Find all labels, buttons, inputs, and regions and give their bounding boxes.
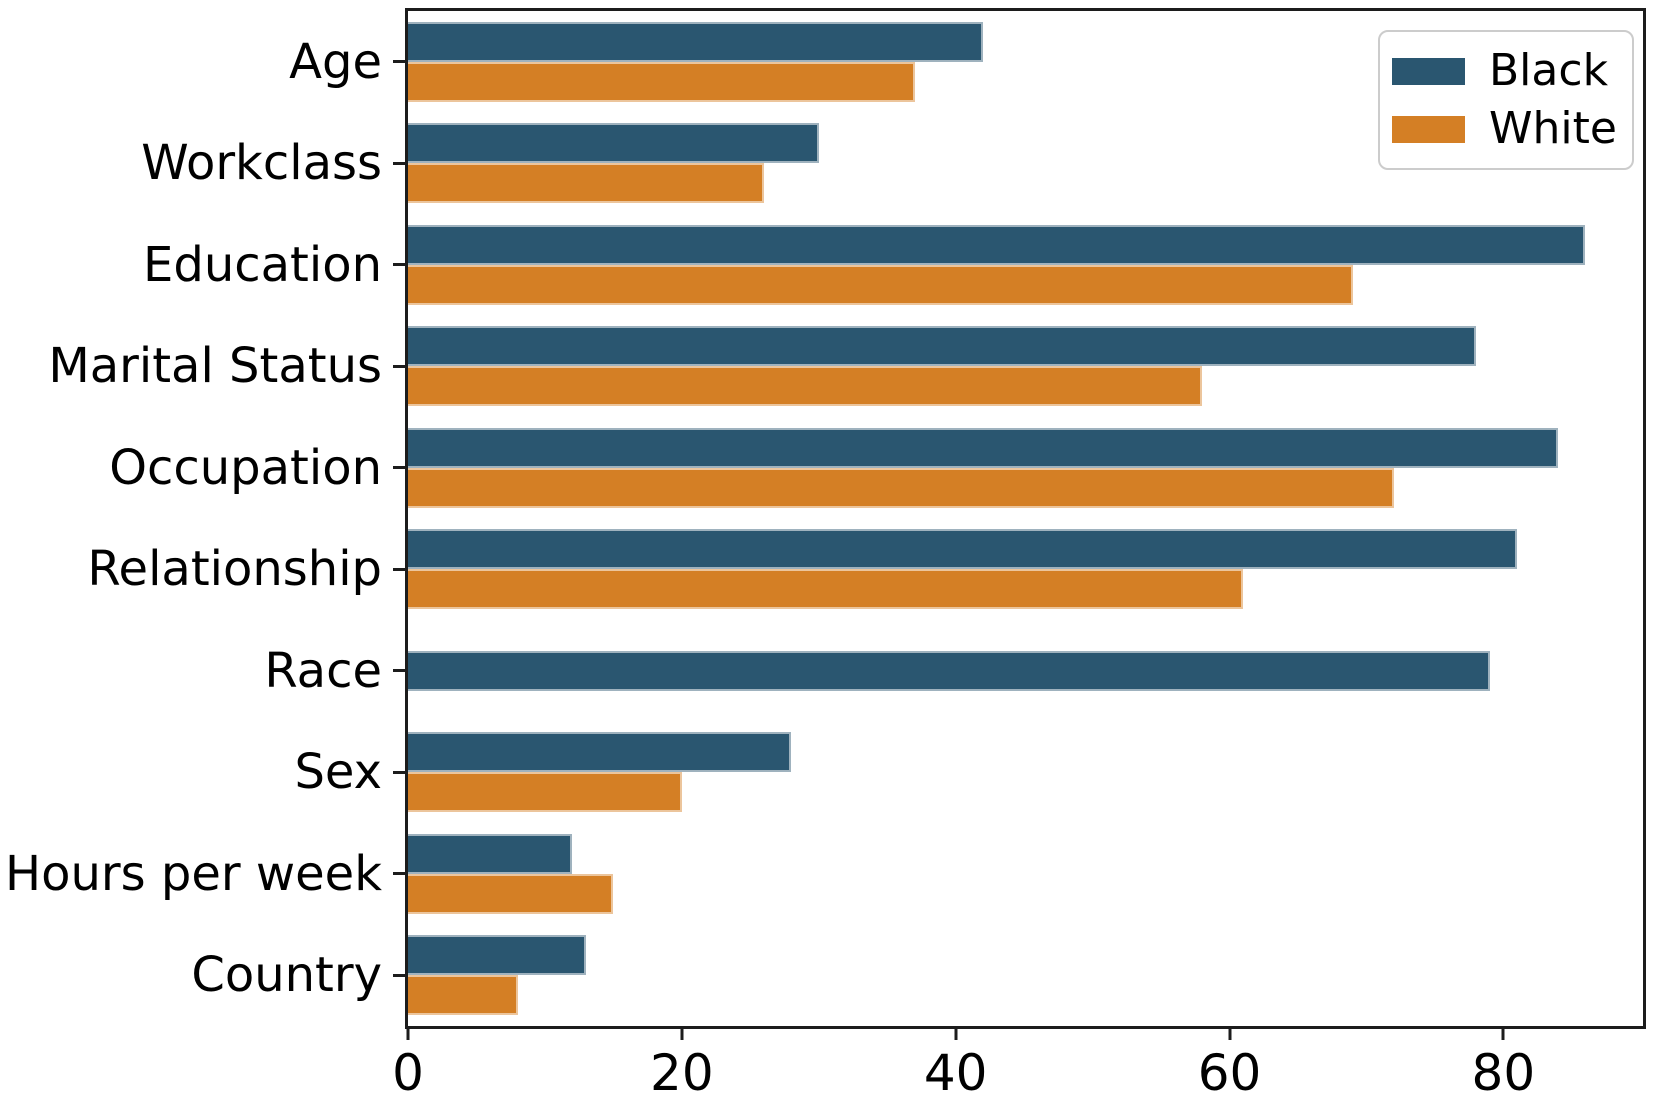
bar-group-country (408, 925, 1643, 1027)
y-axis-label-relationship: Relationship (87, 541, 382, 598)
y-label-row: Workclass (7, 113, 382, 215)
bar-black-education (408, 224, 1586, 265)
x-tick-mark (406, 1026, 410, 1040)
y-tick-mark (393, 364, 408, 368)
y-tick-mark (393, 872, 408, 876)
y-axis-labels: Age Workclass Education Marital Status Occup… (5, 11, 382, 1027)
y-axis-label-hours-per-week: Hours per week (5, 845, 382, 902)
y-label-row: Age (7, 11, 382, 113)
bar-group-education (408, 214, 1643, 316)
bar-white-occupation (408, 467, 1394, 508)
legend-swatch-white (1392, 115, 1465, 143)
y-tick-mark (393, 567, 408, 571)
y-axis-label-sex: Sex (294, 744, 382, 801)
bar-group-sex (408, 722, 1643, 824)
bar-black-race (408, 650, 1490, 691)
bar-group-marital-status (408, 316, 1643, 418)
y-label-row: Education (7, 214, 382, 316)
bar-white-marital-status (408, 366, 1203, 407)
legend-label-white: White (1489, 103, 1617, 154)
x-tick-label-40: 40 (923, 1044, 988, 1102)
y-label-row: Sex (7, 722, 382, 824)
bars-layer (408, 11, 1643, 1026)
bar-white-relationship (408, 569, 1244, 610)
y-tick-mark (393, 161, 408, 165)
y-tick-mark (393, 263, 408, 267)
bar-white-country (408, 975, 518, 1016)
x-tick-label-20: 20 (650, 1044, 714, 1102)
bar-black-occupation (408, 427, 1559, 468)
bar-white-hours-per-week (408, 873, 614, 914)
y-axis-label-occupation: Occupation (109, 439, 382, 496)
bar-white-age (408, 61, 915, 102)
bar-black-sex (408, 732, 792, 773)
legend-label-black: Black (1489, 45, 1609, 96)
bar-black-marital-status (408, 326, 1476, 367)
x-tick-label-0: 0 (392, 1044, 424, 1102)
x-tick-label-60: 60 (1197, 1044, 1262, 1102)
y-axis-label-marital-status: Marital Status (48, 338, 382, 395)
y-tick-mark (393, 973, 408, 977)
bar-black-age (408, 21, 984, 62)
x-tick-mark (680, 1026, 684, 1040)
y-label-row: Marital Status (7, 316, 382, 418)
y-axis-label-age: Age (289, 33, 382, 90)
bar-black-workclass (408, 123, 819, 164)
bar-black-country (408, 935, 586, 976)
y-axis-label-race: Race (264, 642, 382, 699)
bar-black-relationship (408, 529, 1518, 570)
y-label-row: Hours per week (5, 823, 382, 925)
bar-group-race (408, 620, 1643, 722)
y-label-row: Relationship (7, 519, 382, 621)
x-tick-mark (954, 1026, 958, 1040)
bar-group-occupation (408, 417, 1643, 519)
y-tick-mark (393, 60, 408, 64)
bar-group-relationship (408, 519, 1643, 621)
bar-white-workclass (408, 163, 764, 204)
x-tick-mark (1228, 1026, 1231, 1040)
y-label-row: Country (7, 925, 382, 1027)
y-tick-mark (393, 466, 408, 470)
y-axis-label-workclass: Workclass (141, 135, 382, 192)
y-axis-label-education: Education (143, 236, 382, 293)
bar-group-age (408, 11, 1643, 113)
bar-white-sex (408, 772, 682, 813)
legend-entry-white: White (1392, 103, 1617, 154)
bar-group-workclass (408, 113, 1643, 215)
x-tick-label-80: 80 (1471, 1044, 1536, 1102)
y-tick-mark (393, 770, 408, 774)
y-label-row: Occupation (7, 417, 382, 519)
legend-entry-black: Black (1392, 46, 1614, 96)
legend-swatch-black (1392, 57, 1465, 85)
bar-black-hours-per-week (408, 833, 573, 874)
y-label-row: Race (7, 620, 382, 722)
x-axis: 0 20 40 60 80 (392, 1026, 1643, 1106)
y-tick-mark (393, 669, 408, 673)
x-tick-mark (1501, 1026, 1505, 1040)
bar-group-hours-per-week (408, 823, 1643, 925)
legend: Black White (1378, 30, 1634, 170)
bar-white-education (408, 264, 1353, 305)
plot-area: Age Workclass Education Marital Status Occup… (5, 8, 1646, 1098)
y-axis-label-country: Country (191, 947, 382, 1004)
